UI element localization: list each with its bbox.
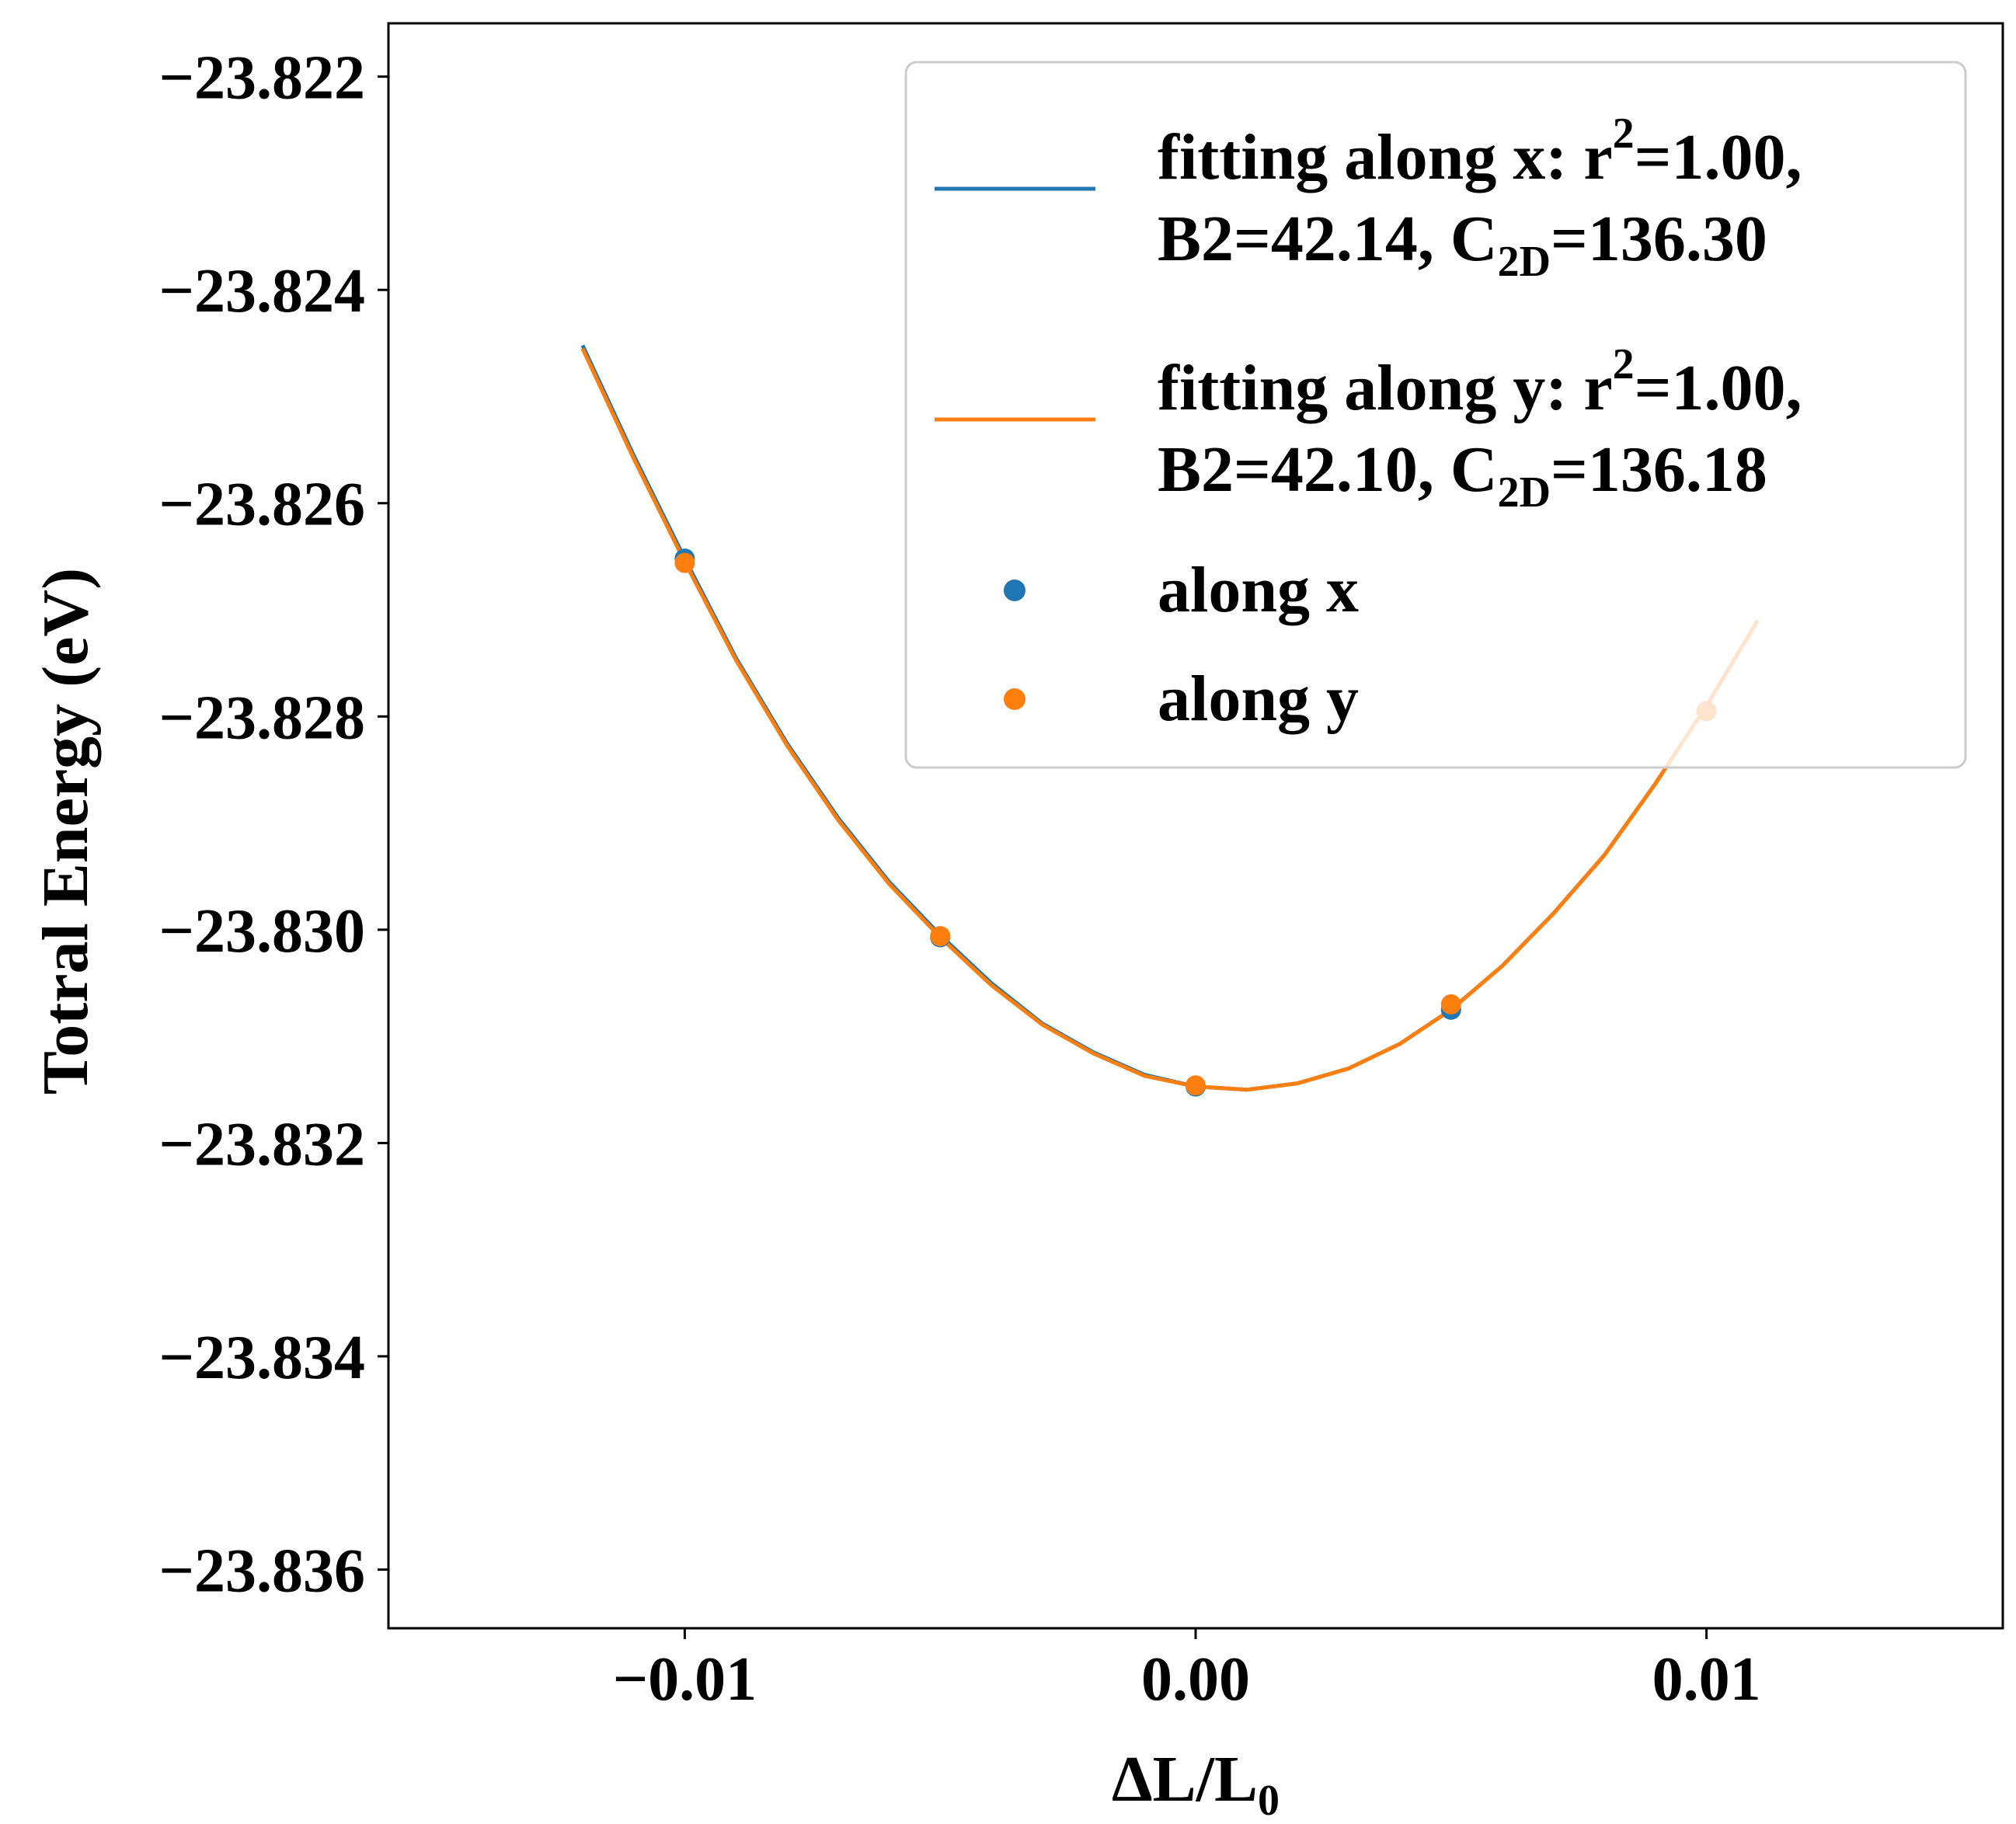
legend-fit-x-line1: fitting along x: r2=1.00,	[1158, 110, 1802, 193]
legend-fit-y-line1: fitting along y: r2=1.00,	[1158, 340, 1802, 424]
legend-fit-x-line2: B2=42.14, C2D=136.30	[1158, 203, 1767, 286]
x-tick-label: −0.01	[613, 1645, 757, 1714]
y-tick-label: −23.824	[158, 257, 365, 325]
y-tick-label: −23.826	[158, 471, 365, 539]
legend: fitting along x: r2=1.00, B2=42.14, C2D=…	[904, 61, 1967, 769]
y-tick-label: −23.830	[158, 897, 365, 966]
y-tick-label: −23.836	[158, 1537, 365, 1605]
x-axis-label: ΔL/L0	[1112, 1743, 1280, 1824]
fit-curve-y	[580, 347, 1760, 1092]
point-along-y	[1186, 1075, 1206, 1096]
x-axis-ticks: −0.01 0.00 0.01	[613, 1628, 1761, 1714]
legend-marker-along-x	[1004, 580, 1025, 601]
y-axis-label: Totral Energy (eV)	[30, 568, 102, 1095]
x-tick-label: 0.00	[1141, 1645, 1250, 1714]
legend-fit-y-line2: B2=42.10, C2D=136.18	[1158, 433, 1767, 517]
legend-frame	[904, 61, 1967, 769]
legend-along-y: along y	[1158, 663, 1359, 735]
y-tick-label: −23.834	[158, 1324, 365, 1392]
point-along-y	[1440, 994, 1461, 1015]
x-tick-label: 0.01	[1652, 1645, 1761, 1714]
y-tick-label: −23.828	[158, 684, 365, 752]
y-axis-ticks: −23.822 −23.824 −23.826 −23.828 −23.830 −23.8…	[158, 44, 388, 1605]
y-tick-label: −23.822	[158, 44, 365, 113]
y-tick-label: −23.832	[158, 1110, 365, 1178]
point-along-y	[674, 552, 695, 573]
fit-curves	[580, 344, 1760, 1092]
point-along-y	[930, 926, 951, 947]
legend-marker-along-y	[1004, 688, 1025, 710]
legend-along-x: along x	[1158, 554, 1359, 626]
